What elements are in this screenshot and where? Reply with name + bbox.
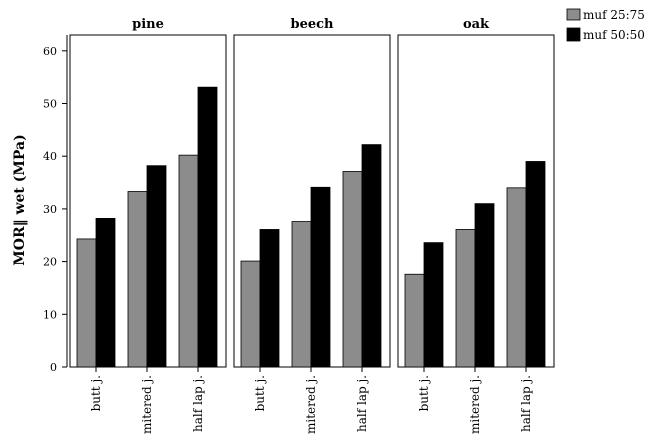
x-tick-label-oak-2: half lap j. <box>519 375 533 432</box>
legend-label-series-1: muf 25:75 <box>583 8 645 22</box>
y-tick-label-40: 40 <box>43 150 57 163</box>
y-tick-label-50: 50 <box>43 98 57 111</box>
legend-swatch-series-2 <box>566 27 581 42</box>
x-tick-label-oak-1: mitered j. <box>468 375 482 434</box>
y-axis-label: MOR‖ wet (MPa) <box>12 134 28 265</box>
bar-beech-0-series-1 <box>240 260 261 368</box>
x-tick-label-beech-2: half lap j. <box>355 375 369 432</box>
y-tick-label-20: 20 <box>43 256 57 269</box>
bar-beech-0-series-2 <box>259 229 280 368</box>
bar-oak-0-series-1 <box>404 273 425 368</box>
x-tick-label-pine-2: half lap j. <box>191 375 205 432</box>
bar-oak-1-series-1 <box>455 229 476 368</box>
bar-pine-0-series-1 <box>76 238 97 368</box>
bar-beech-1-series-2 <box>310 186 331 368</box>
bar-oak-2-series-2 <box>525 161 546 368</box>
legend-swatch-series-1 <box>566 8 581 21</box>
legend-label-series-2: muf 50:50 <box>583 28 645 42</box>
bar-pine-2-series-1 <box>178 154 199 368</box>
bar-pine-1-series-2 <box>146 165 167 368</box>
y-tick-label-10: 10 <box>43 308 57 321</box>
bar-beech-1-series-1 <box>291 221 312 368</box>
bar-pine-0-series-2 <box>95 217 116 368</box>
y-tick-label-30: 30 <box>43 203 57 216</box>
bar-oak-1-series-2 <box>474 203 495 368</box>
bar-oak-0-series-2 <box>423 242 444 368</box>
panel-title-beech: beech <box>291 17 335 32</box>
x-tick-label-oak-0: butt j. <box>417 375 431 411</box>
panel-title-pine: pine <box>132 17 164 32</box>
bar-beech-2-series-1 <box>342 171 363 368</box>
x-tick-label-beech-1: mitered j. <box>304 375 318 434</box>
bar-pine-1-series-1 <box>127 191 148 368</box>
x-tick-label-beech-0: butt j. <box>253 375 267 411</box>
x-tick-label-pine-1: mitered j. <box>140 375 154 434</box>
bar-oak-2-series-1 <box>506 187 527 368</box>
bar-beech-2-series-2 <box>361 144 382 368</box>
y-tick-label-0: 0 <box>50 361 57 374</box>
bar-pine-2-series-2 <box>197 86 218 368</box>
legend: muf 25:75 muf 50:50 <box>566 8 645 42</box>
plot-area: 0 10 20 30 40 50 60 pine butt j. mitered j. half l… <box>43 17 555 434</box>
x-tick-label-pine-0: butt j. <box>89 375 103 411</box>
y-tick-label-60: 60 <box>43 45 57 58</box>
panel-title-oak: oak <box>463 17 490 32</box>
